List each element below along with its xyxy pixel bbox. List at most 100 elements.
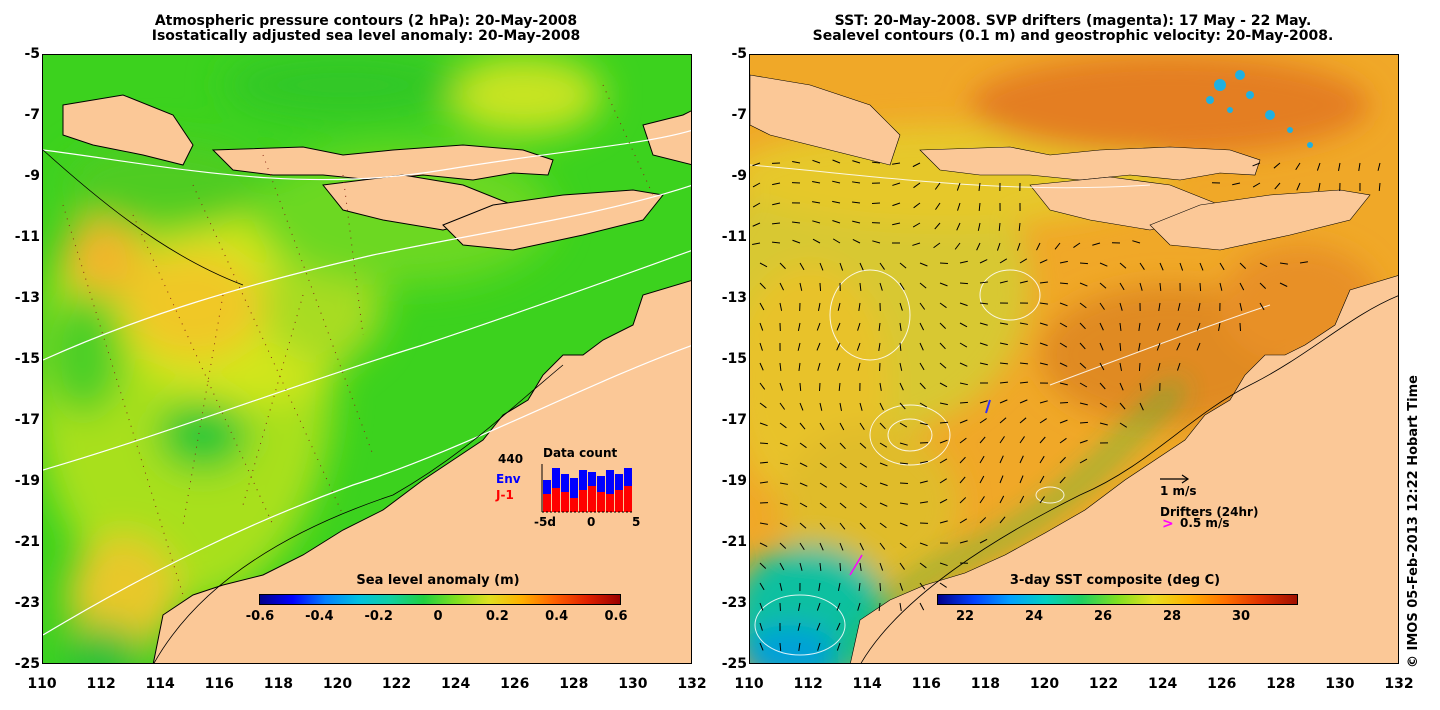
velocity-arrow xyxy=(959,401,969,404)
data-count-xtick-zero: 0 xyxy=(587,515,596,529)
velocity-arrow xyxy=(771,241,781,244)
x-axis-tick: 124 xyxy=(441,676,471,692)
velocity-arrow xyxy=(899,282,905,291)
velocity-arrow xyxy=(919,480,928,484)
velocity-arrow xyxy=(839,262,844,271)
velocity-arrow xyxy=(837,582,841,591)
sla-colorbar-tick: -0.6 xyxy=(245,609,275,624)
velocity-arrow xyxy=(816,322,821,331)
velocity-arrow xyxy=(879,542,886,550)
velocity-arrow xyxy=(1179,262,1184,271)
velocity-arrow xyxy=(934,182,941,190)
drifter-track-coastal xyxy=(849,554,863,576)
velocity-arrow xyxy=(999,516,1006,524)
velocity-arrow xyxy=(1039,475,1045,484)
x-axis-tick: 118 xyxy=(263,676,293,692)
velocity-arrow xyxy=(759,582,765,591)
velocity-arrow xyxy=(779,262,786,270)
velocity-arrow xyxy=(939,362,947,369)
velocity-arrow xyxy=(836,322,841,331)
velocity-arrow xyxy=(836,342,841,351)
velocity-arrow xyxy=(759,422,768,427)
left-map-title: Atmospheric pressure contours (2 hPa): 2… xyxy=(152,14,580,44)
velocity-arrow xyxy=(1019,436,1025,444)
velocity-arrow xyxy=(779,442,788,447)
velocity-arrow xyxy=(1119,262,1127,269)
data-count-j1-label: J-1 xyxy=(496,488,514,502)
drifter-track xyxy=(985,399,991,414)
y-axis-tick: -19 xyxy=(14,473,40,489)
sst-colorbar xyxy=(937,594,1298,605)
x-axis-tick: 122 xyxy=(381,676,412,692)
velocity-arrow xyxy=(999,362,1009,365)
velocity-arrow xyxy=(857,362,861,371)
env-bar xyxy=(606,470,614,512)
velocity-arrow xyxy=(959,518,968,524)
velocity-arrow xyxy=(1119,402,1126,410)
velocity-arrow xyxy=(1019,475,1024,484)
velocity-arrow xyxy=(979,496,985,504)
velocity-arrow xyxy=(999,258,1008,264)
velocity-arrow xyxy=(879,402,884,411)
x-axis-tick: 120 xyxy=(322,676,353,692)
sea-level-anomaly-svg xyxy=(43,55,691,663)
velocity-arrow xyxy=(1099,342,1104,351)
velocity-arrow xyxy=(879,442,888,448)
velocity-arrow xyxy=(839,482,847,488)
velocity-arrow xyxy=(899,462,909,465)
velocity-arrow xyxy=(959,362,968,367)
velocity-arrow xyxy=(1119,302,1123,311)
x-axis-tick: 110 xyxy=(734,676,764,692)
velocity-arrow xyxy=(779,642,782,652)
velocity-arrow xyxy=(859,482,868,488)
velocity-arrow xyxy=(759,481,768,484)
velocity-arrow xyxy=(1039,455,1045,464)
velocity-arrow xyxy=(879,482,888,487)
velocity-arrow xyxy=(1019,495,1025,504)
velocity-arrow xyxy=(1232,182,1241,186)
j1-bar xyxy=(561,492,569,512)
velocity-arrow xyxy=(1279,262,1288,265)
velocity-arrow xyxy=(779,302,783,311)
velocity-arrow xyxy=(912,222,921,228)
velocity-arrow xyxy=(1252,182,1261,188)
velocity-arrow xyxy=(1318,182,1321,191)
y-axis-tick: -9 xyxy=(24,168,40,184)
velocity-arrow xyxy=(858,302,861,311)
y-axis-tick: -15 xyxy=(721,351,747,367)
velocity-arrow xyxy=(1099,322,1104,331)
data-count-title: Data count xyxy=(543,446,618,460)
sla-colorbar-tick: 0 xyxy=(433,609,443,624)
velocity-arrow xyxy=(797,322,801,331)
velocity-arrow xyxy=(878,602,881,612)
velocity-arrow xyxy=(857,602,861,611)
velocity-arrow xyxy=(979,400,988,404)
sla-colorbar-tick: -0.2 xyxy=(364,609,393,624)
velocity-arrow xyxy=(919,402,928,408)
pressure-contours xyxy=(43,129,691,636)
velocity-arrow xyxy=(1119,282,1125,291)
velocity-arrow xyxy=(999,495,1005,504)
velocity-arrow xyxy=(1273,162,1281,169)
velocity-arrow xyxy=(959,382,968,386)
y-axis-tick: -25 xyxy=(721,656,747,672)
velocity-arrow xyxy=(1059,302,1068,307)
velocity-arrow xyxy=(799,542,805,551)
velocity-arrow xyxy=(819,502,827,509)
velocity-arrow xyxy=(779,362,782,372)
velocity-arrow xyxy=(1176,342,1181,351)
velocity-arrow xyxy=(816,342,821,351)
velocity-arrow xyxy=(935,202,941,210)
velocity-arrow xyxy=(1059,282,1069,285)
velocity-arrow xyxy=(771,222,781,225)
velocity-arrow xyxy=(752,222,761,227)
velocity-arrow xyxy=(1157,322,1161,331)
velocity-arrow xyxy=(839,522,846,530)
velocity-arrow xyxy=(799,282,803,291)
velocity-arrow xyxy=(999,322,1008,325)
velocity-arrow xyxy=(1177,302,1181,311)
velocity-arrow xyxy=(1139,282,1143,291)
y-axis-tick: -7 xyxy=(24,107,40,123)
velocity-arrow xyxy=(759,642,764,651)
velocity-arrow xyxy=(919,542,928,547)
